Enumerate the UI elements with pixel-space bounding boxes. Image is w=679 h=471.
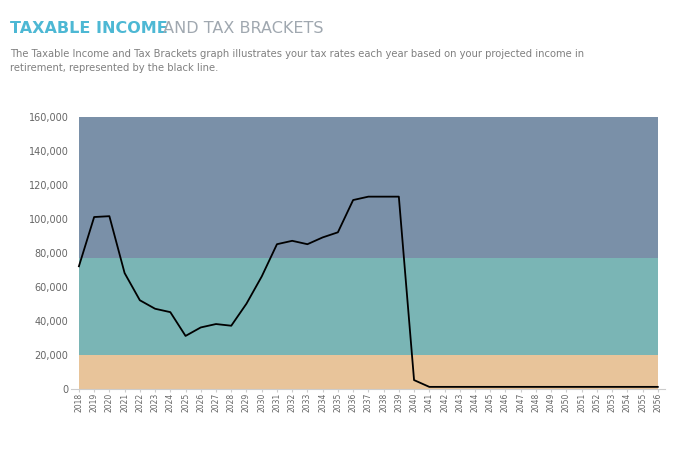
Text: AND TAX BRACKETS: AND TAX BRACKETS <box>158 21 324 36</box>
Text: The Taxable Income and Tax Brackets graph illustrates your tax rates each year b: The Taxable Income and Tax Brackets grap… <box>10 49 585 73</box>
Text: TAXABLE INCOME: TAXABLE INCOME <box>10 21 168 36</box>
